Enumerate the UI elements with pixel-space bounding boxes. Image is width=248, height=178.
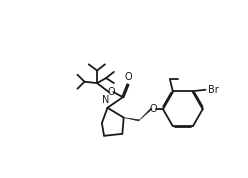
Text: O: O bbox=[107, 87, 115, 97]
Text: N: N bbox=[101, 95, 109, 105]
Text: O: O bbox=[150, 104, 157, 114]
Polygon shape bbox=[139, 108, 152, 120]
Text: Br: Br bbox=[208, 85, 218, 95]
Text: O: O bbox=[124, 72, 132, 82]
Polygon shape bbox=[124, 118, 139, 121]
